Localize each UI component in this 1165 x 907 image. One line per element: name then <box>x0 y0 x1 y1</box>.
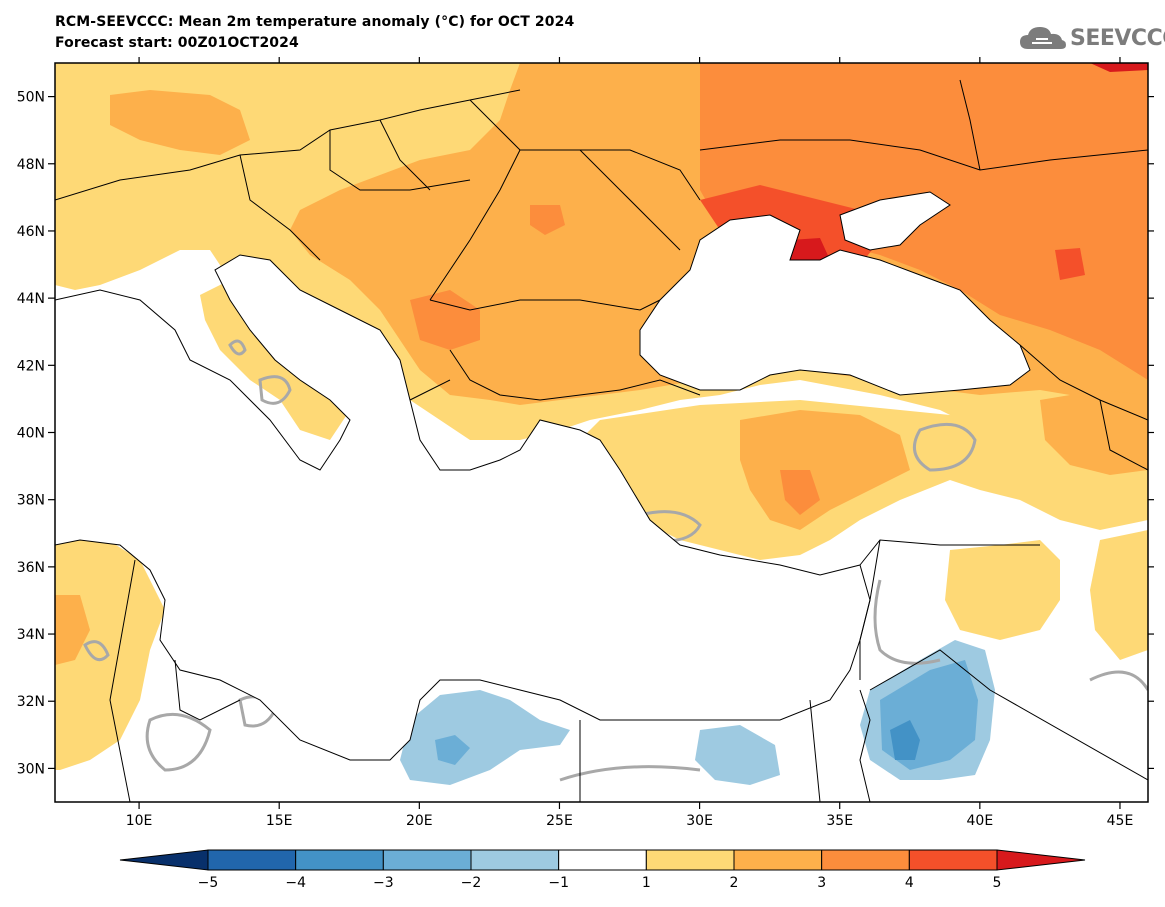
anomaly-region-2-3-sw <box>55 595 90 665</box>
colorbar-min-triangle <box>119 849 209 871</box>
colorbar-label: 3 <box>817 875 826 891</box>
mediterranean-sea <box>55 254 871 761</box>
lon-tick-label: 45E <box>1107 813 1134 829</box>
lat-tick-label: 48N <box>17 157 45 173</box>
anomaly-region-2-3-anatolia <box>740 410 910 530</box>
lat-tick-label: 40N <box>17 426 45 442</box>
anomaly-region-neg-egypt <box>695 725 780 785</box>
anomaly-region-1-2-levant <box>945 540 1060 640</box>
colorbar-swatch <box>645 849 735 871</box>
colorbar-label: 1 <box>642 875 651 891</box>
colorbar-label: −5 <box>198 875 219 891</box>
lon-tick-label: 25E <box>546 813 573 829</box>
anomaly-region-2-3-west <box>110 90 250 155</box>
anomaly-region-1-2-northafrica-w <box>55 535 165 770</box>
anomaly-region-4-5-russia <box>1055 248 1085 280</box>
forecast-start-label: Forecast start: 00Z01OCT2024 <box>55 35 299 51</box>
lat-tick-label: 50N <box>17 90 45 106</box>
lat-tick-label: 42N <box>17 358 45 374</box>
logo-text: SEEVCCC <box>1070 26 1165 51</box>
lon-tick-label: 30E <box>686 813 713 829</box>
colorbar-label: 4 <box>905 875 914 891</box>
anomaly-region-4-5-ne-corner <box>1090 63 1148 72</box>
anomaly-region-neg-libya-2 <box>435 735 470 765</box>
lon-tick-label: 20E <box>406 813 433 829</box>
colorbar: −5 −4 −3 −2 −1 1 2 3 4 5 <box>119 849 1086 891</box>
colorbar-swatch <box>382 849 472 871</box>
lat-tick-label: 36N <box>17 560 45 576</box>
map-canvas <box>55 63 1148 802</box>
black-sea <box>639 214 1031 396</box>
lon-tick-label: 15E <box>266 813 293 829</box>
lat-tick-label: 30N <box>17 761 45 777</box>
seevccc-logo: SEEVCCC <box>1018 22 1165 54</box>
lon-tick-label: 10E <box>126 813 153 829</box>
colorbar-swatch <box>295 849 384 871</box>
map-title: RCM-SEEVCCC: Mean 2m temperature anomaly… <box>55 14 575 30</box>
sea-of-azov <box>839 191 951 251</box>
colorbar-max-triangle <box>996 849 1086 871</box>
colorbar-label: −3 <box>373 875 394 891</box>
colorbar-swatch <box>908 849 998 871</box>
colorbar-swatch <box>821 849 910 871</box>
cloud-logo-icon <box>1020 27 1066 49</box>
country-borders <box>55 79 1148 802</box>
colorbar-label: 2 <box>730 875 739 891</box>
longitude-axis: 10E 15E 20E 25E 30E 35E 40E 45E <box>126 57 1134 829</box>
lat-tick-label: 46N <box>17 224 45 240</box>
colorbar-label: 5 <box>993 875 1002 891</box>
latitude-axis: 50N 48N 46N 44N 42N 40N 38N 36N 34N 32N 30N <box>17 90 1154 777</box>
lat-tick-label: 32N <box>17 694 45 710</box>
lat-tick-label: 44N <box>17 291 45 307</box>
lon-tick-label: 40E <box>967 813 994 829</box>
colorbar-label: −4 <box>285 875 306 891</box>
anomaly-region-3-4-anatolia <box>780 470 820 515</box>
anomaly-region-1-2-east <box>1090 530 1148 660</box>
lon-tick-label: 35E <box>826 813 853 829</box>
lat-tick-label: 38N <box>17 493 45 509</box>
colorbar-swatch <box>207 849 297 871</box>
lat-tick-label: 34N <box>17 627 45 643</box>
anomaly-region-neg-jordan-3 <box>890 720 920 760</box>
colorbar-swatch <box>558 849 647 871</box>
anomaly-region-3-4-romania <box>530 205 565 235</box>
colorbar-swatch <box>470 849 560 871</box>
colorbar-swatch <box>733 849 823 871</box>
colorbar-label: −1 <box>548 875 569 891</box>
anomaly-region-3-4-balkans <box>410 290 480 350</box>
anomaly-region-2-3-ne <box>1040 390 1148 475</box>
colorbar-label: −2 <box>461 875 482 891</box>
